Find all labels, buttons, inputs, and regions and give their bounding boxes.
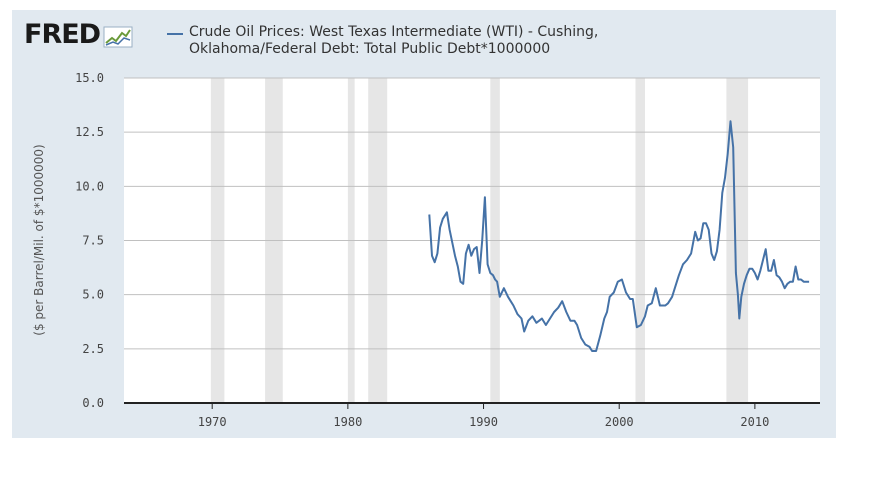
x-tick-label: 1970 — [198, 415, 227, 429]
y-tick-label: 10.0 — [75, 179, 104, 193]
legend-label: Crude Oil Prices: West Texas Intermediat… — [189, 24, 599, 57]
y-tick-label: 0.0 — [82, 396, 104, 410]
x-tick-labels: 1970 1980 1990 2000 2010 — [198, 415, 770, 429]
fred-chart-icon — [103, 26, 133, 48]
axes — [124, 402, 820, 409]
series-lines — [428, 120, 810, 352]
fred-logo-text: FRED — [24, 19, 101, 50]
chart-legend: Crude Oil Prices: West Texas Intermediat… — [167, 24, 709, 58]
series-line-0 — [428, 120, 810, 352]
y-tick-label: 15.0 — [75, 71, 104, 85]
x-tick-label: 2010 — [740, 415, 769, 429]
y-tick-label: 5.0 — [82, 288, 104, 302]
y-tick-labels: 0.0 2.5 5.0 7.5 10.0 12.5 15.0 — [75, 71, 104, 410]
y-tick-label: 2.5 — [82, 342, 104, 356]
x-tick-label: 1990 — [469, 415, 498, 429]
gridlines — [124, 77, 820, 350]
y-tick-label: 7.5 — [82, 234, 104, 248]
x-tick-label: 1980 — [333, 415, 362, 429]
y-tick-label: 12.5 — [75, 125, 104, 139]
fred-logo[interactable]: FRED — [24, 20, 133, 50]
x-tick-label: 2000 — [605, 415, 634, 429]
legend-swatch — [167, 33, 183, 35]
